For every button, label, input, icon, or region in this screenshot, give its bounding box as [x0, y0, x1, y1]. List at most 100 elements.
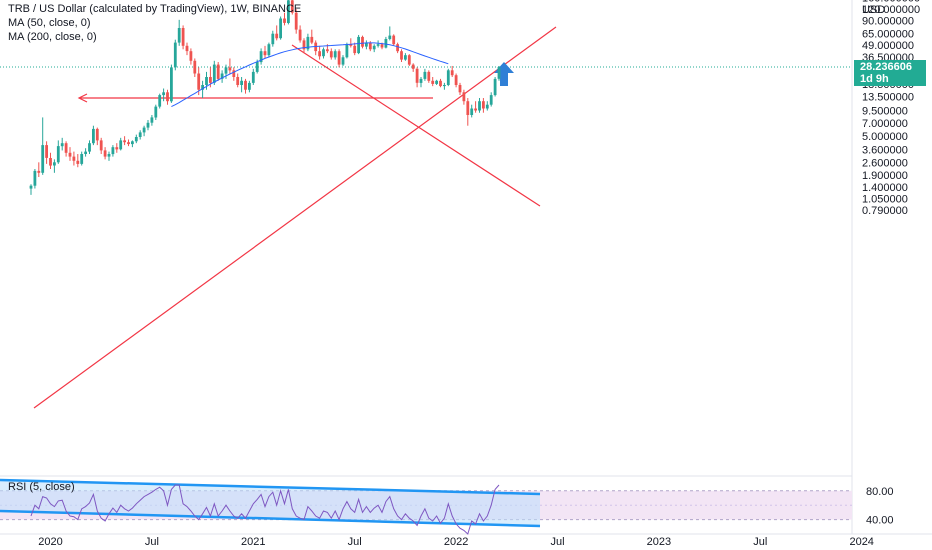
candle-body [255, 62, 259, 72]
price-tick-label: 0.790000 [862, 205, 908, 217]
candle-body [376, 44, 380, 46]
ma200-legend[interactable]: MA (200, close, 0) [8, 31, 97, 43]
candle-body [267, 44, 271, 56]
candle-body [271, 33, 275, 45]
price-tick-label: 1.050000 [862, 194, 908, 206]
price-tick-label: 120.000000 [862, 4, 920, 16]
candle-body [60, 143, 64, 147]
candle-body [173, 42, 177, 68]
up-arrow-icon[interactable] [494, 62, 514, 86]
ma50-line [171, 42, 449, 108]
candle-body [45, 145, 48, 158]
candle-body [411, 64, 415, 69]
time-tick-label: 2022 [444, 536, 468, 548]
candle-body [181, 28, 185, 46]
candle-body [306, 36, 310, 50]
candle-body [201, 85, 204, 90]
time-tick-label: Jul [753, 536, 767, 548]
candle-body [193, 60, 197, 74]
candle-body [287, 0, 290, 24]
price-tick-label: 90.000000 [862, 16, 914, 28]
candle-body [333, 51, 337, 58]
drawing-layer[interactable] [33, 26, 557, 409]
candle-body [446, 70, 450, 85]
falling-trendline[interactable] [291, 44, 541, 207]
candle-body [396, 44, 399, 52]
rsi-tick-label: 80.00 [866, 486, 894, 498]
rising-trendline[interactable] [33, 26, 557, 409]
candle-body [138, 132, 142, 137]
candle-body [244, 80, 247, 90]
currency-label: USD [862, 4, 885, 16]
symbol-legend[interactable]: TRB / US Dollar (calculated by TradingVi… [8, 3, 302, 15]
candle-body [107, 154, 111, 157]
ma50-legend[interactable]: MA (50, close, 0) [8, 17, 91, 29]
candle-body [470, 108, 474, 115]
time-tick-label: 2020 [38, 536, 62, 548]
candle-body [49, 158, 52, 166]
candle-body [310, 36, 314, 43]
candle-body [357, 36, 360, 54]
candle-body [392, 35, 396, 45]
candle-body [53, 162, 56, 166]
candle-body [415, 68, 419, 83]
candle-body [361, 36, 364, 47]
price-tick-label: 9.500000 [862, 106, 908, 118]
candle-body [482, 101, 485, 109]
candle-body [154, 106, 158, 118]
candle-body [419, 78, 423, 83]
rsi-line [30, 484, 500, 535]
candle-body [431, 80, 435, 84]
candle-body [279, 18, 282, 39]
candle-body [318, 51, 321, 57]
candle-body [41, 145, 45, 173]
candle-body [92, 128, 95, 144]
candle-body [407, 55, 411, 65]
candle-body [177, 28, 181, 43]
candle-body [99, 140, 103, 151]
candle-body [84, 151, 87, 154]
price-axis[interactable]: USD 220.000000160.000000120.00000090.000… [862, 0, 920, 217]
candle-body [158, 95, 162, 107]
candle-body [283, 18, 286, 23]
candle-body [68, 152, 72, 157]
candle-body [462, 92, 466, 102]
ray-arrow-head[interactable] [77, 93, 88, 103]
candle-body [224, 67, 228, 74]
candle-body [259, 51, 263, 63]
candle-body [228, 67, 232, 71]
candle-body [294, 12, 298, 30]
candle-body [458, 85, 462, 93]
candle-body [404, 55, 407, 60]
candle-body [80, 154, 84, 164]
candle-body [341, 57, 345, 65]
candle-body [302, 40, 306, 50]
rsi-legend[interactable]: RSI (5, close) [8, 481, 75, 493]
candle-body [142, 127, 146, 133]
price-tick-label: 2.600000 [862, 157, 908, 169]
candle-body [185, 45, 189, 52]
time-tick-label: 2024 [849, 536, 873, 548]
time-axis[interactable]: 2020Jul2021Jul2022Jul2023Jul2024Jul [38, 536, 932, 548]
candle-body [170, 67, 173, 102]
candle-body [212, 64, 216, 83]
candle-body [380, 44, 384, 48]
candle-body [435, 80, 438, 84]
price-tick-label: 49.000000 [862, 40, 914, 52]
rsi-pane: 80.00 40.00 [0, 478, 894, 535]
candle-body [72, 156, 76, 161]
candle-body [37, 170, 41, 173]
candle-body [209, 77, 212, 83]
candle-body [240, 80, 243, 85]
candle-body [493, 78, 497, 96]
candle-body [103, 150, 107, 157]
time-tick-label: Jul [145, 536, 159, 548]
candle-body [329, 51, 333, 58]
price-tick-label: 13.500000 [862, 92, 914, 104]
candle-body [400, 51, 403, 60]
candle-body [497, 67, 501, 79]
price-tick-label: 65.000000 [862, 29, 914, 41]
rsi-channel-top[interactable] [0, 478, 541, 496]
candle-body [439, 80, 442, 87]
rsi-channel-bottom[interactable] [0, 509, 541, 528]
